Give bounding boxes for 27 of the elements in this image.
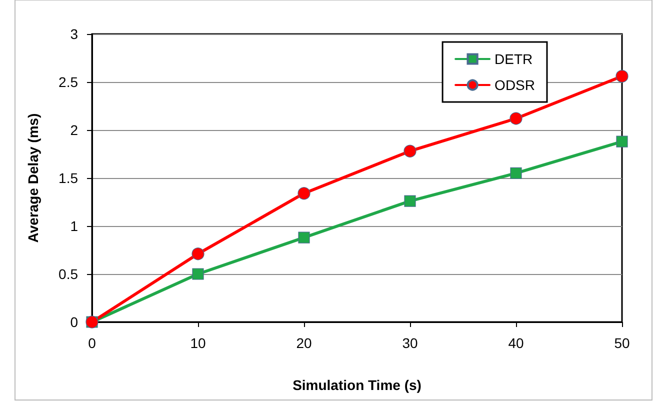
x-tick-label: 30 <box>402 335 418 351</box>
point <box>404 144 416 158</box>
point <box>616 70 628 83</box>
legend-label: DETR <box>494 51 533 67</box>
point <box>192 248 204 260</box>
point <box>192 268 204 280</box>
point <box>298 187 310 200</box>
x-tick-label: 20 <box>296 335 312 351</box>
legend-label: ODSR <box>494 77 536 93</box>
y-tick-label: 1 <box>70 218 78 234</box>
x-tick-label: 40 <box>508 335 524 351</box>
y-tick-label: 3 <box>70 26 78 42</box>
y-tick-label: 0.5 <box>58 266 78 282</box>
y-tick-label: 0 <box>70 314 78 330</box>
point <box>298 232 310 244</box>
x-tick-label: 10 <box>190 335 206 351</box>
x-tick-label: 0 <box>88 335 96 351</box>
y-tick-label: 1.5 <box>58 170 78 186</box>
x-tick-label: 50 <box>614 335 630 351</box>
y-tick-label: 2.5 <box>58 74 78 90</box>
x-axis-title: Simulation Time (s) <box>292 377 422 393</box>
y-axis-title: Average Delay (ms) <box>25 113 41 243</box>
point <box>616 136 628 148</box>
y-tick-label: 2 <box>70 122 78 138</box>
point <box>510 112 522 125</box>
point <box>404 195 416 207</box>
point <box>510 167 522 179</box>
